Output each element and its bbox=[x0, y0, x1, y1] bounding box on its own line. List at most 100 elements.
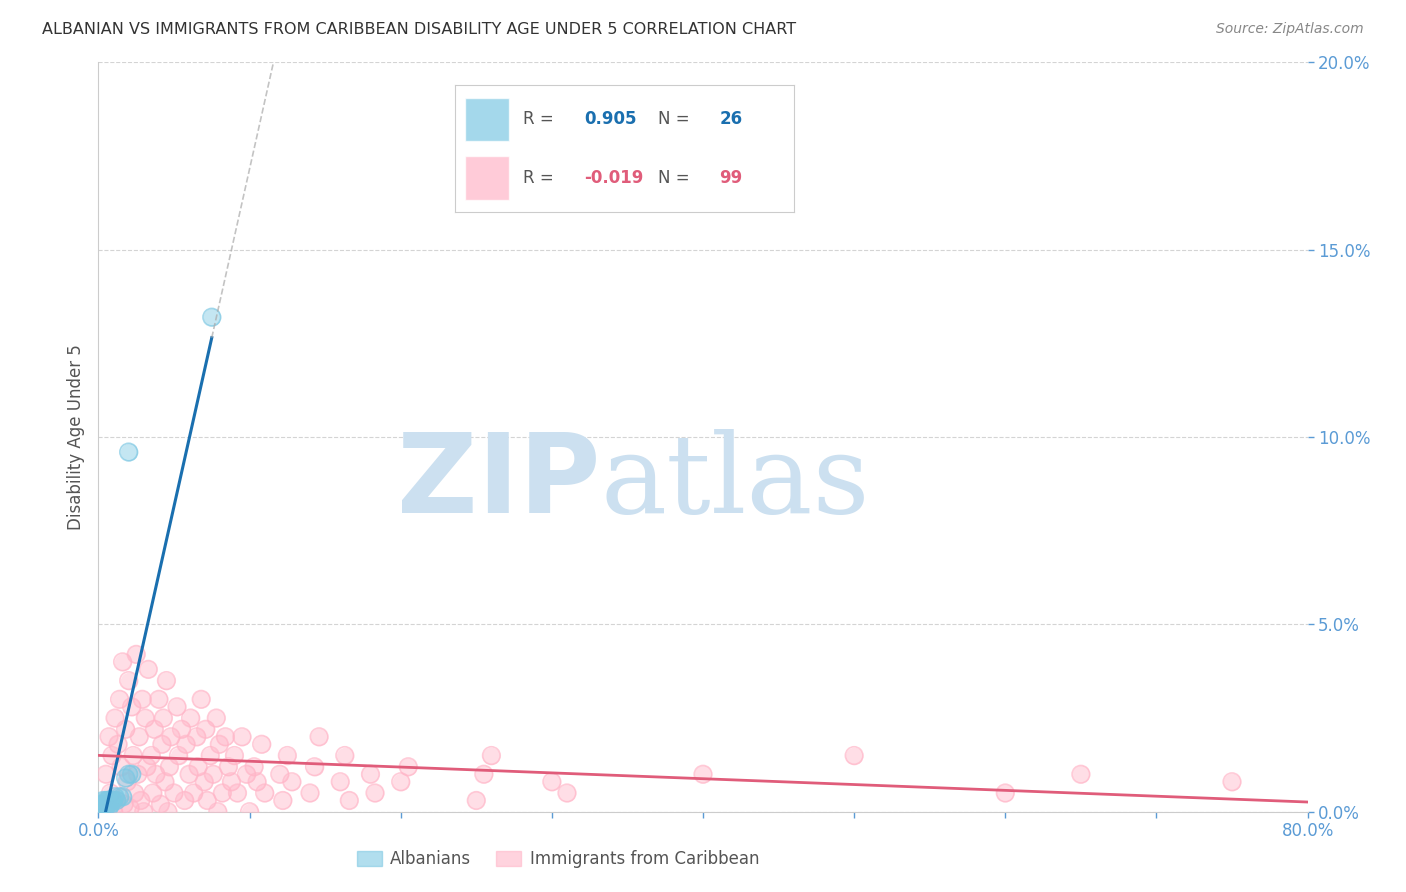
Point bbox=[205, 711, 228, 725]
Point bbox=[281, 774, 304, 789]
Point bbox=[208, 737, 231, 751]
Point bbox=[90, 805, 112, 819]
Point bbox=[89, 805, 111, 819]
Point bbox=[96, 797, 118, 812]
Point bbox=[205, 711, 228, 725]
Point bbox=[150, 737, 173, 751]
Point bbox=[163, 786, 186, 800]
Point bbox=[143, 723, 166, 737]
Point bbox=[224, 748, 246, 763]
Point bbox=[540, 774, 562, 789]
Point bbox=[132, 805, 155, 819]
Point bbox=[156, 805, 179, 819]
Point bbox=[103, 805, 125, 819]
Point bbox=[90, 797, 112, 812]
Point bbox=[125, 648, 148, 662]
Point bbox=[104, 711, 127, 725]
Point bbox=[142, 786, 165, 800]
Point bbox=[250, 737, 273, 751]
Point bbox=[107, 737, 129, 751]
Point bbox=[153, 774, 176, 789]
Point bbox=[94, 767, 117, 781]
Point bbox=[128, 730, 150, 744]
Point bbox=[360, 767, 382, 781]
Point bbox=[1220, 774, 1243, 789]
Point bbox=[96, 793, 118, 807]
Point bbox=[101, 793, 124, 807]
Point bbox=[100, 786, 122, 800]
Point bbox=[235, 767, 257, 781]
Point bbox=[101, 748, 124, 763]
Point bbox=[94, 793, 117, 807]
Point bbox=[271, 793, 294, 807]
Point bbox=[239, 805, 262, 819]
Point bbox=[207, 805, 229, 819]
Point bbox=[159, 760, 181, 774]
Point bbox=[187, 760, 209, 774]
Point bbox=[124, 786, 146, 800]
Point bbox=[120, 801, 142, 815]
Point bbox=[100, 786, 122, 800]
Point bbox=[235, 767, 257, 781]
Point bbox=[207, 805, 229, 819]
Point bbox=[91, 801, 114, 815]
Point bbox=[149, 797, 172, 812]
Point bbox=[211, 786, 233, 800]
Point bbox=[127, 767, 149, 781]
Point bbox=[214, 730, 236, 744]
Point bbox=[202, 767, 225, 781]
Point bbox=[333, 748, 356, 763]
Point bbox=[269, 767, 291, 781]
Point bbox=[111, 655, 134, 669]
Point bbox=[217, 760, 239, 774]
Point bbox=[118, 673, 141, 688]
Point bbox=[243, 760, 266, 774]
Point bbox=[136, 662, 159, 676]
Point bbox=[271, 793, 294, 807]
Point bbox=[1220, 774, 1243, 789]
Point bbox=[91, 793, 114, 807]
Point bbox=[186, 730, 208, 744]
Point bbox=[329, 774, 352, 789]
Point bbox=[304, 760, 326, 774]
Point bbox=[153, 774, 176, 789]
Point bbox=[160, 730, 183, 744]
Point bbox=[96, 805, 118, 819]
Point bbox=[472, 767, 495, 781]
Point bbox=[202, 767, 225, 781]
Point bbox=[246, 774, 269, 789]
Point bbox=[364, 786, 387, 800]
Point bbox=[155, 673, 177, 688]
Point bbox=[108, 692, 131, 706]
Point bbox=[253, 786, 276, 800]
Point bbox=[167, 748, 190, 763]
Point bbox=[94, 767, 117, 781]
Point bbox=[98, 793, 121, 807]
Point bbox=[156, 805, 179, 819]
Point bbox=[465, 793, 488, 807]
Point bbox=[269, 767, 291, 781]
Point bbox=[167, 748, 190, 763]
Point bbox=[329, 774, 352, 789]
Point bbox=[555, 786, 578, 800]
Point bbox=[103, 805, 125, 819]
Point bbox=[201, 310, 224, 325]
Point bbox=[179, 767, 201, 781]
Point bbox=[93, 805, 115, 819]
Point bbox=[308, 730, 330, 744]
Point bbox=[231, 730, 253, 744]
Point bbox=[159, 760, 181, 774]
Point bbox=[134, 711, 156, 725]
Point bbox=[170, 723, 193, 737]
Point bbox=[100, 797, 122, 812]
Point bbox=[94, 801, 117, 815]
Point bbox=[104, 789, 127, 804]
Point bbox=[104, 711, 127, 725]
Point bbox=[110, 760, 132, 774]
Legend: Albanians, Immigrants from Caribbean: Albanians, Immigrants from Caribbean bbox=[350, 843, 766, 874]
Point bbox=[1070, 767, 1092, 781]
Point bbox=[187, 760, 209, 774]
Point bbox=[231, 730, 253, 744]
Point bbox=[299, 786, 322, 800]
Point bbox=[105, 793, 128, 807]
